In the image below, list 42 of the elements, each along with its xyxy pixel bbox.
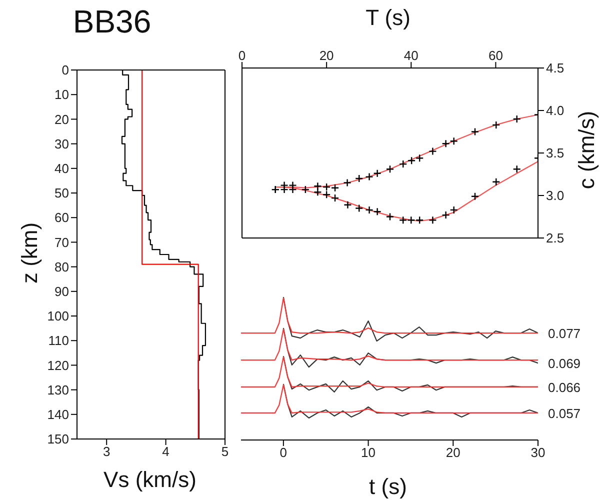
y-tick-label: 2.5 — [546, 230, 564, 246]
y-tick-label: 80 — [54, 259, 69, 274]
x-tick-label: 4 — [162, 444, 170, 460]
y-tick-label: 50 — [54, 186, 69, 201]
y-tick-label: 120 — [47, 358, 69, 373]
x-tick-label: 60 — [488, 48, 503, 63]
y-tick-label: 60 — [54, 210, 69, 226]
series-label: 0.057 — [548, 406, 581, 421]
y-tick-label: 150 — [47, 432, 69, 447]
y-tick-label: 110 — [48, 333, 69, 348]
y-tick-label: 0 — [62, 62, 69, 78]
x-tick-label: 0 — [238, 48, 246, 63]
y-tick-label: 4.0 — [546, 103, 564, 118]
x-axis-title: T (s) — [366, 5, 410, 31]
y-tick-label: 30 — [54, 136, 69, 152]
y-tick-label: 20 — [54, 112, 69, 127]
y-axis-title: z (km) — [17, 222, 43, 284]
x-tick-label: 20 — [446, 445, 460, 460]
x-tick-label: 30 — [530, 445, 546, 460]
y-tick-label: 90 — [54, 284, 69, 300]
x-tick-label: 10 — [361, 445, 376, 460]
series-label: 0.069 — [548, 356, 581, 372]
x-axis-title: Vs (km/s) — [104, 467, 196, 493]
y-tick-label: 3.0 — [546, 188, 564, 204]
x-tick-label: 20 — [319, 48, 334, 63]
x-tick-label: 5 — [221, 444, 229, 460]
y-tick-label: 140 — [47, 407, 69, 422]
y-axis-title: c (km/s) — [574, 110, 600, 190]
y-tick-label: 4.5 — [546, 60, 564, 76]
x-tick-label: 0 — [280, 445, 288, 460]
x-tick-label: 40 — [404, 48, 418, 63]
y-tick-label: 3.5 — [546, 146, 564, 161]
series-label: 0.066 — [548, 380, 581, 395]
x-axis-title: t (s) — [369, 474, 407, 500]
x-tick-label: 3 — [102, 444, 110, 460]
y-tick-label: 130 — [47, 382, 69, 398]
y-tick-label: 40 — [54, 161, 69, 176]
y-tick-label: 70 — [54, 234, 69, 250]
y-tick-label: 10 — [54, 87, 69, 102]
chart-title: BB36 — [72, 4, 152, 40]
series-label: 0.077 — [548, 326, 581, 342]
y-tick-label: 100 — [47, 308, 69, 324]
